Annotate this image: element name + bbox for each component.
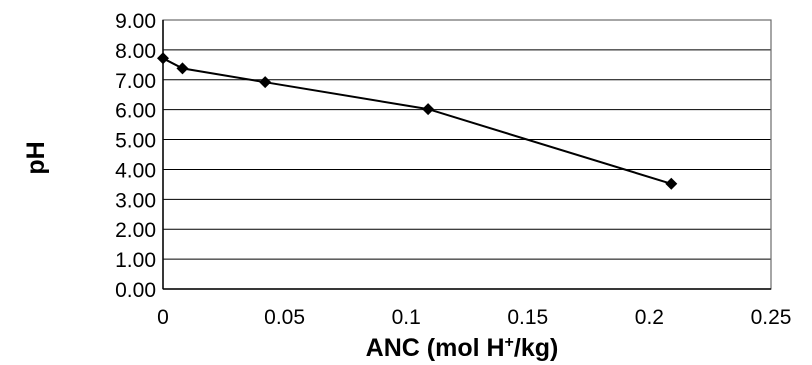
series-layer [157,52,678,190]
x-tick-label: 0.1 [392,306,421,329]
y-tick-label: 5.00 [115,130,156,153]
x-tick-label: 0 [157,306,169,329]
x-tick-label: 0.05 [264,306,305,329]
data-point-marker [422,103,435,116]
y-tick-label: 3.00 [115,189,156,212]
y-tick-label: 0.00 [115,279,156,302]
x-axis-title-main: ANC (mol H [366,334,505,362]
y-tick-label: 6.00 [115,100,156,123]
series-line [162,57,672,185]
y-tick-label: 4.00 [115,159,156,182]
y-tick-label: 2.00 [115,219,156,242]
data-point-marker [259,76,272,89]
plot-area-frame [162,19,772,290]
y-tick-label: 8.00 [115,40,156,63]
x-tick-label: 0.15 [507,306,548,329]
y-tick-label: 7.00 [115,70,156,93]
y-tick-label: 1.00 [115,249,156,272]
data-point-marker [176,62,189,75]
gridlines [163,19,771,260]
y-axis-title: pH [22,141,50,174]
y-tick-label: 9.00 [115,10,156,33]
y-axis-tick-labels: 0.00 1.00 2.00 3.00 4.00 5.00 6.00 7.00 8.00 9.00 [115,10,156,302]
x-axis-title: ANC (mol H+/kg) [366,334,559,362]
x-axis-title-superscript: + [505,334,514,351]
data-point-marker [665,177,678,190]
x-tick-label: 0.2 [635,306,664,329]
data-point-marker [157,52,169,65]
x-axis-title-suffix: /kg) [514,334,558,362]
x-tick-label: 0.25 [751,306,792,329]
x-axis-tick-labels: 0 0.05 0.1 0.15 0.2 0.25 [157,306,791,329]
